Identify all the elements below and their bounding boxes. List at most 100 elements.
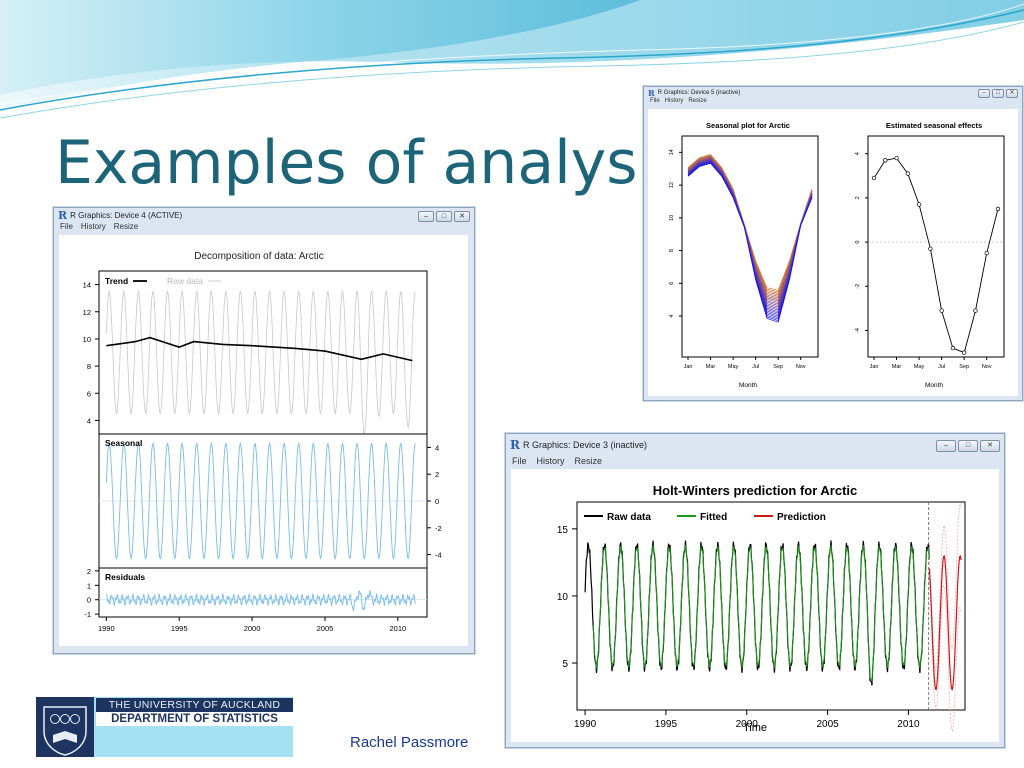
- minimize-icon[interactable]: –: [978, 89, 990, 98]
- effects-plot-frame: [867, 135, 1005, 358]
- menu-history[interactable]: History: [664, 98, 684, 104]
- window-titlebar[interactable]: R R Graphics: Device 4 (ACTIVE): [54, 208, 474, 222]
- x-tick-label: Mar: [892, 364, 902, 370]
- close-icon[interactable]: ✕: [454, 211, 470, 222]
- x-tick-label: May: [728, 364, 739, 370]
- crest-shield-icon: [43, 706, 87, 756]
- y-tick-label: 0: [435, 497, 439, 506]
- close-icon[interactable]: ✕: [1006, 89, 1018, 98]
- x-tick-label: Sep: [959, 364, 969, 370]
- season-year-line: [687, 157, 813, 303]
- plot-canvas: Seasonal plot for Arctic Estimated seaso…: [648, 109, 1018, 396]
- x-tick-label: 2010: [390, 624, 407, 633]
- x-tick-label: 1995: [171, 624, 188, 633]
- season-year-line: [687, 154, 813, 293]
- y-tick-label: 6: [669, 282, 675, 285]
- menu-file[interactable]: File: [512, 456, 527, 466]
- season-year-line: [687, 159, 813, 311]
- prediction-upper-bound: [929, 503, 962, 671]
- menu-bar: File History Resize: [506, 456, 1004, 468]
- season-year-line: [687, 161, 813, 317]
- x-tick-label: Jul: [938, 364, 945, 370]
- y-tick-label: 4: [87, 416, 91, 425]
- slide-title: Examples of analysis: [55, 128, 686, 198]
- window-controls: – □ ✕: [418, 211, 470, 222]
- minimize-icon[interactable]: –: [936, 440, 956, 452]
- header-wave-decoration: [0, 0, 1024, 119]
- residuals-line: [105, 589, 416, 612]
- plot-canvas: Holt-Winters prediction for Arctic 5 10 15…: [511, 469, 999, 742]
- seasonal-plot-frame: [681, 135, 819, 358]
- effect-point: [939, 308, 944, 313]
- menu-history[interactable]: History: [80, 222, 106, 231]
- chart-title: Decomposition of data: Arctic: [194, 251, 324, 262]
- window-title: R Graphics: Device 3 (inactive): [522, 440, 648, 450]
- y-tick-label: 10: [83, 335, 91, 344]
- decomposition-chart: Decomposition of data: Arctic 468101214 …: [83, 251, 442, 633]
- y-tick-label: 14: [83, 281, 91, 290]
- r-graphics-window-device4[interactable]: R R Graphics: Device 4 (ACTIVE) – □ ✕ File…: [53, 207, 475, 654]
- legend-prediction: Prediction: [777, 512, 826, 523]
- raw-data-line: [105, 290, 416, 436]
- y-tick-label: -2: [435, 524, 442, 533]
- author-name: Rachel Passmore: [350, 734, 469, 751]
- effects-plot-title: Estimated seasonal effects: [886, 121, 982, 130]
- menu-resize[interactable]: Resize: [688, 98, 707, 104]
- season-year-line: [687, 156, 813, 299]
- right-x-axis-label: Month: [925, 382, 943, 389]
- y-tick-label: 15: [557, 525, 569, 536]
- effect-point: [916, 202, 922, 207]
- menu-resize[interactable]: Resize: [574, 456, 603, 466]
- plot-canvas: Decomposition of data: Arctic 4 6 8 10 12 14 …: [59, 235, 468, 646]
- prediction-lower-bound: [929, 579, 962, 732]
- holt-winters-chart: Holt-Winters prediction for Arctic 5 10 15…: [557, 483, 966, 734]
- x-tick-label: Sep: [773, 364, 783, 370]
- window-titlebar[interactable]: R R Graphics: Device 3 (inactive): [506, 434, 1004, 456]
- menu-file[interactable]: File: [60, 222, 73, 231]
- menu-file[interactable]: File: [650, 98, 660, 104]
- window-titlebar[interactable]: R R Graphics: Device 5 (inactive): [644, 87, 1022, 98]
- menu-resize[interactable]: Resize: [113, 222, 139, 231]
- effect-point: [995, 206, 1001, 212]
- maximize-icon[interactable]: □: [436, 211, 452, 222]
- effect-point: [928, 246, 933, 251]
- maximize-icon[interactable]: □: [992, 89, 1004, 98]
- r-graphics-window-device3[interactable]: R R Graphics: Device 3 (inactive) – □ ✕ Fi…: [505, 433, 1005, 748]
- seasonal-panel-label: Seasonal: [105, 438, 142, 448]
- close-icon[interactable]: ✕: [980, 440, 1000, 452]
- seasonal-charts: Seasonal plot for Arctic Estimated seaso…: [669, 121, 1005, 389]
- fitted-line: [592, 544, 930, 683]
- season-year-line: [687, 156, 813, 300]
- x-tick-label: Mar: [706, 364, 716, 370]
- menu-bar: File History Resize: [54, 222, 474, 233]
- effect-point: [973, 308, 978, 313]
- r-graphics-window-device5[interactable]: R R Graphics: Device 5 (inactive) – □ ✕ Fi…: [643, 86, 1023, 401]
- effect-point: [871, 175, 877, 181]
- season-year-line: [687, 154, 813, 291]
- y-tick-label: 2: [87, 567, 91, 576]
- y-tick-label: -1: [84, 610, 91, 619]
- season-year-line: [687, 160, 813, 316]
- season-year-line: [687, 154, 813, 294]
- x-tick-label: 1990: [574, 719, 597, 730]
- maximize-icon[interactable]: □: [958, 440, 978, 452]
- y-tick-label: -4: [435, 551, 442, 560]
- y-tick-label: 14: [669, 149, 675, 155]
- left-x-axis-label: Month: [739, 382, 757, 389]
- effect-point: [962, 350, 967, 355]
- x-tick-label: Jul: [752, 364, 759, 370]
- menu-history[interactable]: History: [536, 456, 565, 466]
- x-tick-label: Jan: [684, 364, 693, 370]
- window-title: R Graphics: Device 5 (inactive): [657, 89, 741, 96]
- season-year-line: [687, 158, 813, 306]
- university-crest-icon: [36, 697, 94, 757]
- season-year-line: [687, 158, 813, 308]
- y-tick-label: 4: [669, 315, 675, 318]
- window-controls: – □ ✕: [936, 440, 1000, 452]
- legend-raw-data: Raw data: [607, 512, 651, 523]
- x-tick-label: 1990: [98, 624, 115, 633]
- season-year-line: [687, 155, 813, 296]
- legend-fitted: Fitted: [700, 512, 727, 523]
- season-year-line: [687, 160, 813, 314]
- minimize-icon[interactable]: –: [418, 211, 434, 222]
